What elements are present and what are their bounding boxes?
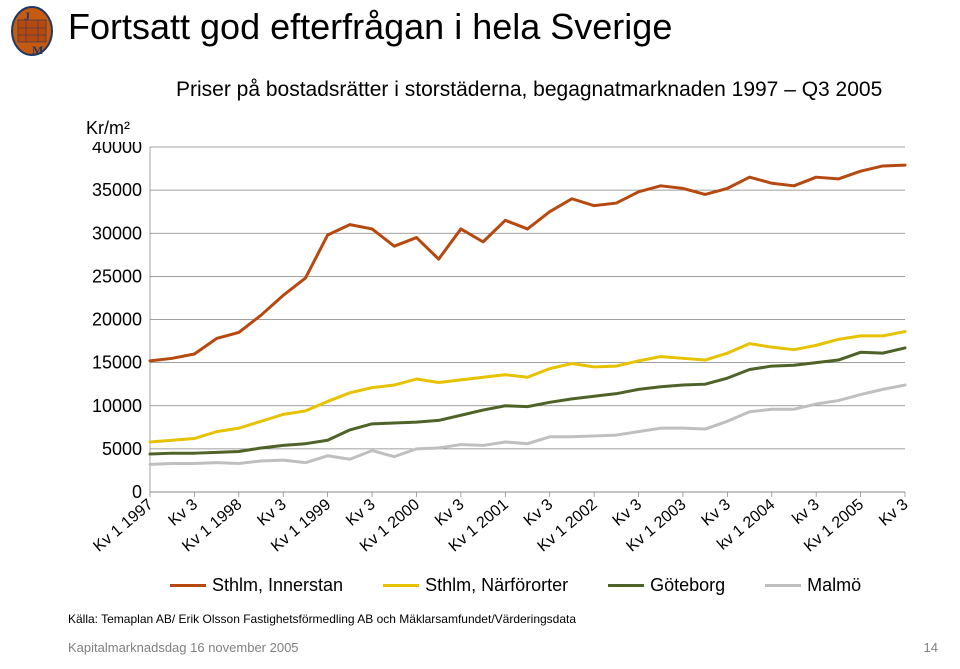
slide-title: Fortsatt god efterfrågan i hela Sverige	[68, 6, 672, 48]
legend-label: Sthlm, Närförorter	[425, 575, 568, 596]
legend-swatch	[170, 584, 206, 587]
legend-item: Malmö	[765, 575, 861, 596]
svg-text:Kv 3: Kv 3	[254, 496, 290, 530]
svg-text:Kv 3: Kv 3	[166, 496, 202, 530]
y-axis-label: Kr/m²	[86, 118, 130, 139]
svg-text:Kv 3: Kv 3	[343, 496, 379, 530]
svg-text:Kv 3: Kv 3	[521, 496, 557, 530]
page-number: 14	[924, 640, 938, 655]
chart-legend: Sthlm, Innerstan Sthlm, Närförorter Götebo…	[170, 575, 861, 596]
line-chart: 0 5000 10000 15000 20000 25000 30000 35000 40000…	[80, 142, 910, 562]
svg-text:J: J	[24, 9, 30, 23]
svg-text:Kv 3: Kv 3	[698, 496, 734, 530]
svg-text:Kv 3: Kv 3	[610, 496, 646, 530]
legend-label: Malmö	[807, 575, 861, 596]
source-line: Källa: Temaplan AB/ Erik Olsson Fastighe…	[68, 612, 576, 626]
svg-text:25000: 25000	[92, 266, 142, 286]
legend-swatch	[608, 584, 644, 587]
slide: J M Fortsatt god efterfrågan i hela Sver…	[0, 0, 960, 669]
svg-text:Kv 3: Kv 3	[876, 496, 910, 530]
svg-text:35000: 35000	[92, 180, 142, 200]
svg-text:Kv 1 1997: Kv 1 1997	[90, 496, 156, 555]
footer-date: Kapitalmarknadsdag 16 november 2005	[68, 640, 299, 655]
legend-item: Sthlm, Innerstan	[170, 575, 343, 596]
svg-text:15000: 15000	[92, 353, 142, 373]
legend-item: Sthlm, Närförorter	[383, 575, 568, 596]
legend-swatch	[765, 584, 801, 587]
svg-text:5000: 5000	[102, 439, 142, 459]
svg-text:0: 0	[132, 482, 142, 502]
slide-subtitle: Priser på bostadsrätter i storstäderna, …	[176, 78, 882, 102]
legend-item: Göteborg	[608, 575, 725, 596]
company-logo: J M	[10, 6, 54, 56]
svg-text:Kv 3: Kv 3	[432, 496, 468, 530]
svg-text:kv 3: kv 3	[789, 496, 822, 528]
svg-text:30000: 30000	[92, 223, 142, 243]
svg-text:40000: 40000	[92, 142, 142, 157]
svg-text:M: M	[32, 43, 43, 56]
svg-text:20000: 20000	[92, 310, 142, 330]
legend-label: Sthlm, Innerstan	[212, 575, 343, 596]
legend-swatch	[383, 584, 419, 587]
svg-text:10000: 10000	[92, 396, 142, 416]
legend-label: Göteborg	[650, 575, 725, 596]
